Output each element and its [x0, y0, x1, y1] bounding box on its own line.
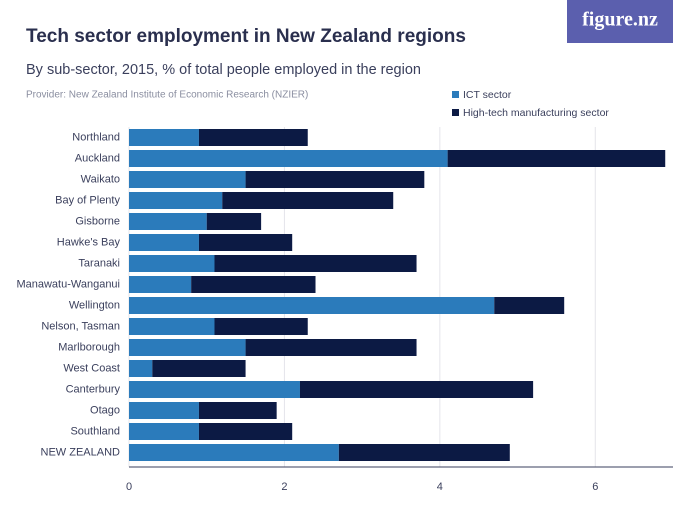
bar-segment: [152, 360, 246, 377]
bar-segment: [129, 360, 153, 377]
bar-segment: [245, 339, 417, 356]
bar-segment: [129, 234, 199, 251]
bar-segment: [494, 297, 565, 314]
x-tick-label: 2: [281, 481, 287, 493]
bar-segment: [129, 213, 207, 230]
x-tick-label: 6: [592, 481, 598, 493]
chart-title: Tech sector employment in New Zealand re…: [26, 26, 466, 47]
x-tick-label: 4: [437, 481, 443, 493]
bar-segment: [129, 297, 495, 314]
y-tick-label: Hawke's Bay: [57, 236, 121, 248]
y-tick-label: Wellington: [69, 299, 120, 311]
y-tick-label: Bay of Plenty: [55, 194, 120, 206]
bar-segment: [191, 276, 316, 293]
y-tick-label: West Coast: [63, 362, 120, 374]
bar-segment: [214, 255, 417, 272]
y-tick-label: Otago: [90, 404, 120, 416]
legend-label: ICT sector: [463, 89, 512, 101]
brand: figure.nz: [582, 9, 658, 31]
legend-swatch: [452, 91, 459, 98]
bar-segment: [222, 192, 394, 209]
legend-swatch: [452, 109, 459, 116]
bar-segment: [447, 150, 666, 167]
y-tick-label: Marlborough: [58, 341, 120, 353]
bar-segment: [338, 444, 510, 461]
bar-segment: [129, 129, 199, 146]
bar-segment: [129, 402, 199, 419]
bar-segment: [206, 213, 262, 230]
bar-segment: [129, 381, 300, 398]
bar-segment: [129, 171, 246, 188]
bar-segment: [299, 381, 534, 398]
y-tick-label: Nelson, Tasman: [41, 320, 120, 332]
bar-segment: [129, 192, 223, 209]
y-tick-label: Auckland: [75, 152, 120, 164]
chart-subtitle: By sub-sector, 2015, % of total people e…: [26, 62, 421, 78]
bar-segment: [198, 129, 308, 146]
y-tick-label: Southland: [70, 425, 120, 437]
bar-segment: [129, 318, 215, 335]
bar-segment: [214, 318, 308, 335]
bar-segment: [129, 276, 192, 293]
y-tick-label: Waikato: [81, 173, 120, 185]
bar-segment: [129, 444, 339, 461]
bar-segment: [129, 339, 246, 356]
source: Provider: New Zealand Institute of Econo…: [26, 90, 308, 101]
bar-segment: [129, 423, 199, 440]
y-tick-label: Manawatu-Wanganui: [16, 278, 120, 290]
bar-segment: [129, 255, 215, 272]
y-tick-label: Canterbury: [66, 383, 121, 395]
y-tick-label: Taranaki: [78, 257, 120, 269]
legend-label: High-tech manufacturing sector: [463, 107, 609, 119]
brand-box: [567, 0, 673, 43]
bar-segment: [129, 150, 448, 167]
y-tick-label: Northland: [72, 131, 120, 143]
x-tick-label: 0: [126, 481, 132, 493]
bar-segment: [198, 402, 277, 419]
bar-segment: [245, 171, 425, 188]
y-tick-label: NEW ZEALAND: [41, 446, 121, 458]
y-tick-label: Gisborne: [75, 215, 120, 227]
bar-segment: [198, 423, 293, 440]
bar-segment: [198, 234, 293, 251]
